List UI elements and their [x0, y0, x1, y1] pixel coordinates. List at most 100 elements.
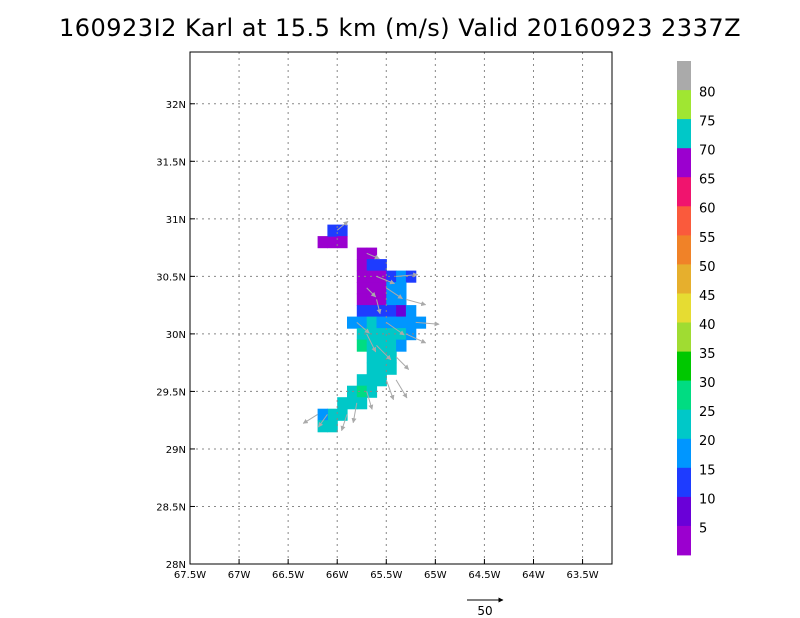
- wind-cell: [337, 397, 348, 410]
- colorbar-label: 45: [699, 289, 716, 304]
- tick-label-lon: 67.5W: [174, 570, 206, 581]
- map-frame: [189, 51, 613, 565]
- tick-label-lat: 31N: [166, 215, 186, 226]
- wind-vector: [356, 322, 370, 334]
- wind-cell: [356, 374, 368, 387]
- tick-label-lon: 63.5W: [566, 570, 598, 581]
- wind-cell: [386, 305, 397, 318]
- wind-cell: [337, 408, 348, 421]
- tick-label-lon: 64.5W: [468, 570, 500, 581]
- colorbar-segment: [677, 206, 691, 236]
- colorbar-segment: [677, 496, 691, 527]
- wind-cell: [376, 270, 387, 283]
- colorbar: 5 10 15 20 25 30 35 40 45 50 55 60 65 70 75 80: [677, 61, 716, 556]
- wind-vector: [366, 252, 380, 260]
- wind-cell: [386, 316, 397, 329]
- colorbar-label: 20: [699, 434, 716, 449]
- colorbar-label: 40: [699, 318, 716, 333]
- colorbar-segment: [677, 322, 691, 352]
- wind-vectors-layer: [302, 220, 440, 432]
- tick-label-lat: 28.5N: [156, 502, 186, 513]
- wind-cells-layer: [317, 224, 427, 433]
- colorbar-label: 55: [699, 231, 716, 246]
- wind-cell: [366, 339, 378, 352]
- wind-cell: [356, 247, 368, 260]
- wind-cell: [396, 293, 407, 306]
- wind-cell: [386, 339, 397, 352]
- wind-cell: [366, 282, 378, 295]
- wind-cell: [376, 339, 387, 352]
- wind-cell: [376, 259, 387, 272]
- wind-cell: [366, 374, 378, 387]
- colorbar-segment: [677, 525, 691, 556]
- wind-cell: [386, 282, 397, 295]
- tick-label-lon: 66.5W: [272, 570, 304, 581]
- tick-label-lon: 65.5W: [370, 570, 402, 581]
- colorbar-label: 50: [699, 260, 716, 275]
- tick-label-lon: 64W: [522, 570, 545, 581]
- wind-cell: [396, 316, 407, 329]
- wind-cell: [405, 328, 417, 341]
- wind-vector: [405, 298, 427, 307]
- wind-cell: [327, 408, 338, 421]
- axis-ticks: 67.5W 67W 66.5W 66W 65.5W 65W 64.5W 64W 63.5W 28N…: [156, 100, 598, 581]
- wind-cell: [376, 282, 387, 295]
- colorbar-segment: [677, 293, 691, 323]
- colorbar-label: 60: [699, 202, 716, 217]
- wind-vector: [396, 272, 419, 278]
- colorbar-label: 65: [699, 173, 716, 188]
- wind-vector: [385, 379, 395, 401]
- wind-vector: [386, 321, 405, 336]
- wind-vector: [405, 333, 427, 344]
- reference-vector-label: 50: [477, 604, 492, 618]
- wind-cell: [356, 385, 368, 398]
- colorbar-segment: [677, 438, 691, 469]
- wind-cell: [317, 236, 328, 249]
- colorbar-segment: [677, 467, 691, 498]
- wind-cell: [376, 351, 387, 364]
- wind-vector: [376, 275, 395, 285]
- wind-vector: [415, 321, 440, 327]
- colorbar-label: 5: [699, 521, 707, 536]
- wind-cell: [366, 362, 378, 375]
- colorbar-segment: [677, 90, 691, 120]
- colorbar-label: 25: [699, 405, 716, 420]
- wind-cell: [386, 293, 397, 306]
- tick-label-lat: 32N: [166, 100, 186, 111]
- wind-cell: [337, 236, 348, 249]
- colorbar-segment: [677, 409, 691, 440]
- wind-cell: [356, 293, 368, 306]
- wind-cell: [356, 328, 368, 341]
- wind-cell: [356, 282, 368, 295]
- tick-label-lat: 31.5N: [156, 157, 186, 168]
- colorbar-segment: [677, 264, 691, 294]
- wind-vector: [351, 402, 358, 424]
- wind-vector: [366, 287, 377, 298]
- tick-label-lat: 30.5N: [156, 272, 186, 283]
- wind-cell: [327, 224, 338, 237]
- wind-vector: [386, 287, 403, 300]
- wind-cell: [396, 305, 407, 318]
- tick-label-lat: 28N: [166, 560, 186, 571]
- wind-cell: [347, 316, 358, 329]
- tick-label-lon: 67W: [228, 570, 251, 581]
- colorbar-label: 80: [699, 86, 716, 101]
- colorbar-segment: [677, 351, 691, 382]
- wind-cell: [327, 236, 338, 249]
- wind-cell: [366, 259, 378, 272]
- wind-cell: [386, 328, 397, 341]
- colorbar-label: 30: [699, 376, 716, 391]
- colorbar-label: 35: [699, 347, 716, 362]
- wind-cell: [376, 316, 387, 329]
- wind-cell: [347, 397, 358, 410]
- wind-cell: [356, 316, 368, 329]
- wind-vector: [395, 379, 408, 399]
- colorbar-segment: [677, 119, 691, 149]
- tick-label-lon: 66W: [326, 570, 349, 581]
- colorbar-segment: [677, 177, 691, 207]
- wind-vector: [340, 414, 348, 432]
- tick-label-lat: 29N: [166, 445, 186, 456]
- wind-cell: [386, 270, 397, 283]
- wind-cell: [376, 362, 387, 375]
